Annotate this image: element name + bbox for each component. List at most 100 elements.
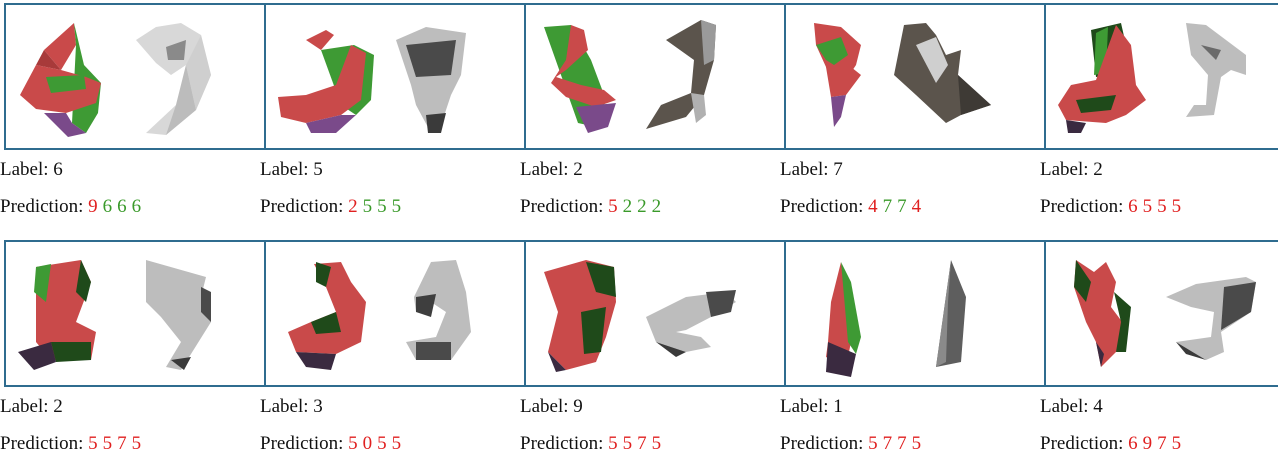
colored-mesh: [1058, 23, 1146, 133]
shape-render-pair: [1058, 23, 1246, 133]
shape-render-pair: [278, 27, 466, 133]
colored-mesh: [814, 23, 861, 127]
prediction-digit: 7: [882, 433, 893, 454]
label-text: Label: 6: [0, 159, 63, 180]
shape-image-frame: [524, 240, 786, 387]
prediction-digit: 5: [608, 196, 618, 217]
colored-mesh: [278, 30, 374, 133]
prediction-digit: 7: [637, 433, 647, 454]
prediction-digit: 6: [131, 196, 142, 217]
colored-mesh: [18, 260, 96, 370]
gray-mesh: [894, 23, 991, 123]
prediction-digit: 4: [911, 196, 922, 217]
prediction-digit: 5: [131, 433, 142, 454]
shape-image-frame: [784, 240, 1046, 387]
prediction-digit: 6: [1128, 196, 1138, 217]
prediction-digit: 7: [897, 196, 907, 217]
shape-render-pair: [826, 260, 966, 377]
shape-image-frame: [524, 3, 786, 150]
prediction-digit: 5: [348, 433, 358, 454]
colored-mesh: [20, 23, 101, 137]
prediction-digit: 5: [622, 433, 633, 454]
shape-image-frame: [4, 240, 266, 387]
colored-mesh: [544, 260, 616, 372]
shape-render-pair: [1074, 260, 1256, 367]
gray-mesh: [936, 260, 966, 367]
prediction-digit: 5: [1171, 196, 1182, 217]
prediction-digit: 5: [102, 433, 113, 454]
label-text: Label: 2: [0, 396, 63, 417]
prediction-digit: 7: [882, 196, 893, 217]
prediction-digit: 2: [651, 196, 662, 217]
shape-image-frame: [1044, 3, 1278, 150]
prediction-digit: 2: [637, 196, 647, 217]
colored-mesh: [288, 262, 366, 370]
colored-mesh: [1074, 260, 1131, 367]
prediction-digit: 6: [102, 196, 113, 217]
colored-mesh: [826, 262, 861, 377]
prediction-digit: 4: [868, 196, 878, 217]
prediction-digit: 2: [348, 196, 358, 217]
prediction-digit: 9: [1142, 433, 1153, 454]
shape-image-frame: [1044, 240, 1278, 387]
prediction-digit: 6: [1128, 433, 1138, 454]
prediction-digit: 5: [391, 196, 402, 217]
prediction-digit: 7: [1157, 433, 1167, 454]
prediction-digit: 5: [377, 433, 387, 454]
gray-mesh: [646, 290, 736, 357]
prediction-digit: 5: [1157, 196, 1167, 217]
prediction-digit: 6: [117, 196, 127, 217]
shape-render-pair: [544, 260, 736, 372]
shape-render-pair: [288, 260, 471, 370]
prediction-digit: 5: [377, 196, 387, 217]
prediction-digit: 9: [88, 196, 98, 217]
label-text: Label: 2: [520, 159, 583, 180]
prediction-digit: 5: [868, 433, 878, 454]
label-text: Label: 7: [780, 159, 843, 180]
label-text: Label: 3: [260, 396, 323, 417]
prediction-digit: 5: [391, 433, 402, 454]
prediction-digit: 2: [622, 196, 633, 217]
gray-mesh: [646, 20, 716, 129]
prediction-digit: 5: [88, 433, 98, 454]
gray-mesh: [146, 260, 211, 370]
prediction-digit: 5: [1142, 196, 1153, 217]
shape-render-pair: [18, 260, 211, 370]
colored-mesh: [544, 25, 616, 133]
prediction-digit: 5: [1171, 433, 1182, 454]
shape-image-frame: [264, 3, 526, 150]
gray-mesh: [396, 27, 466, 133]
prediction-digit: 5: [608, 433, 618, 454]
prediction-digit: 5: [651, 433, 662, 454]
prediction-digit: 5: [911, 433, 922, 454]
prediction-digit: 0: [362, 433, 373, 454]
